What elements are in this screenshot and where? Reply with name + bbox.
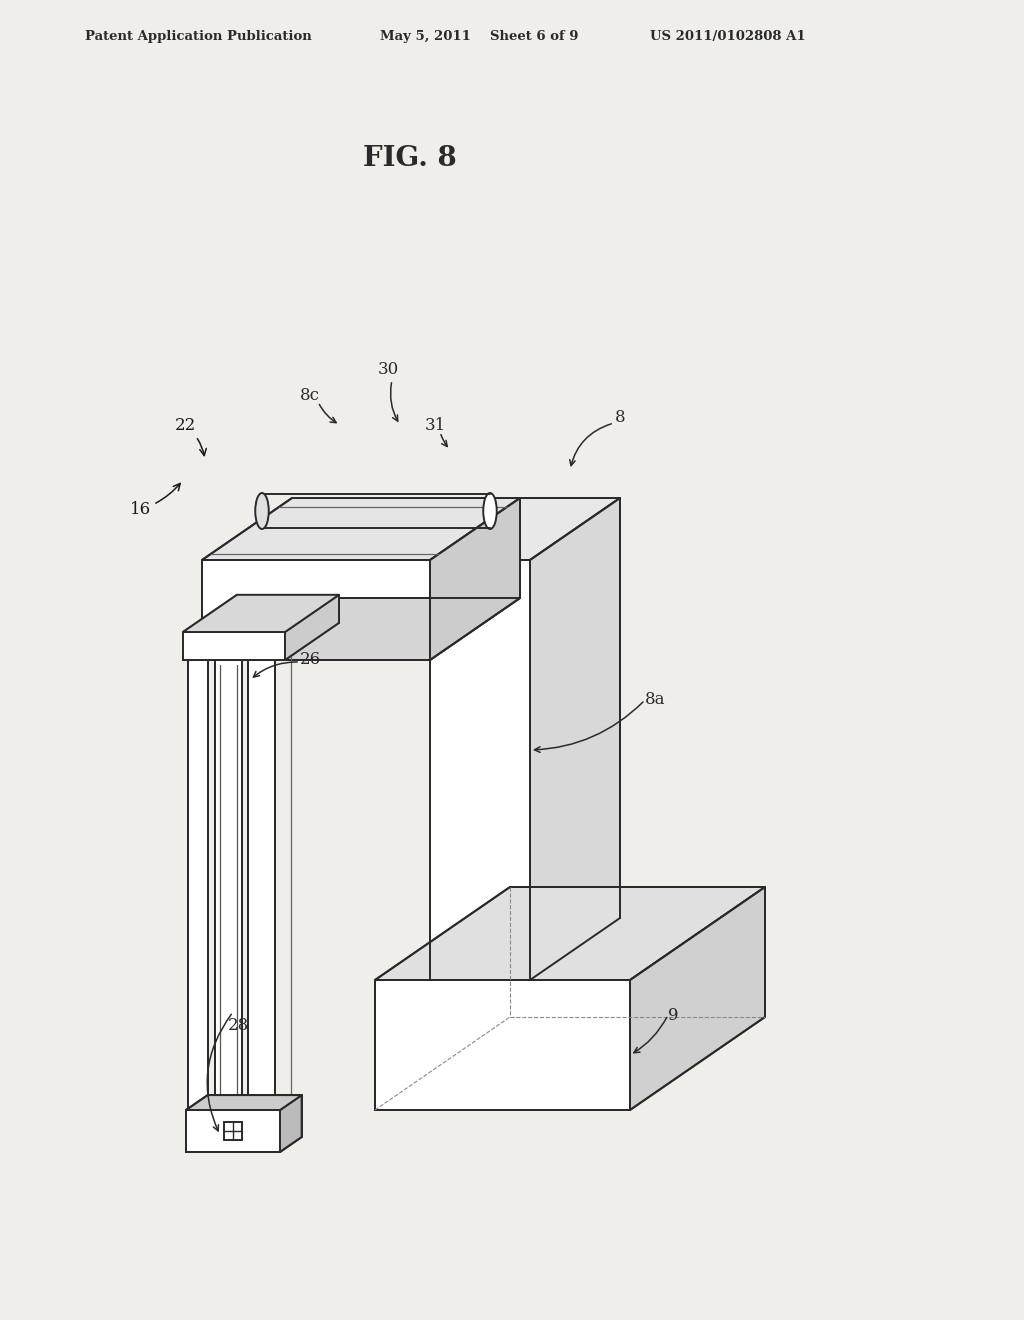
Text: Patent Application Publication: Patent Application Publication: [85, 30, 311, 44]
Text: May 5, 2011: May 5, 2011: [380, 30, 471, 44]
Text: 16: 16: [129, 483, 180, 519]
Polygon shape: [430, 560, 530, 979]
Polygon shape: [183, 595, 339, 632]
Polygon shape: [375, 887, 765, 979]
Text: 30: 30: [378, 362, 398, 379]
Polygon shape: [375, 979, 630, 1110]
Polygon shape: [430, 498, 520, 660]
Polygon shape: [202, 560, 430, 660]
Polygon shape: [215, 660, 242, 1110]
Polygon shape: [248, 660, 275, 1110]
Polygon shape: [630, 887, 765, 1110]
Text: 22: 22: [174, 417, 206, 455]
Text: 8a: 8a: [645, 692, 666, 709]
Ellipse shape: [255, 492, 268, 529]
Polygon shape: [280, 1096, 302, 1152]
Polygon shape: [202, 598, 520, 660]
Polygon shape: [202, 498, 520, 560]
Text: 31: 31: [424, 417, 445, 433]
Text: FIG. 8: FIG. 8: [364, 145, 457, 172]
Text: 9: 9: [668, 1006, 679, 1023]
Text: 26: 26: [299, 652, 321, 668]
Polygon shape: [530, 498, 620, 979]
Polygon shape: [285, 595, 339, 660]
Polygon shape: [188, 660, 208, 1110]
Polygon shape: [186, 1096, 302, 1110]
Text: 28: 28: [227, 1016, 249, 1034]
Ellipse shape: [483, 492, 497, 529]
Text: Sheet 6 of 9: Sheet 6 of 9: [490, 30, 579, 44]
Polygon shape: [430, 498, 620, 560]
Polygon shape: [186, 1110, 280, 1152]
Text: 8c: 8c: [300, 387, 319, 404]
Text: 8: 8: [614, 409, 626, 426]
Polygon shape: [183, 632, 285, 660]
Text: US 2011/0102808 A1: US 2011/0102808 A1: [650, 30, 806, 44]
